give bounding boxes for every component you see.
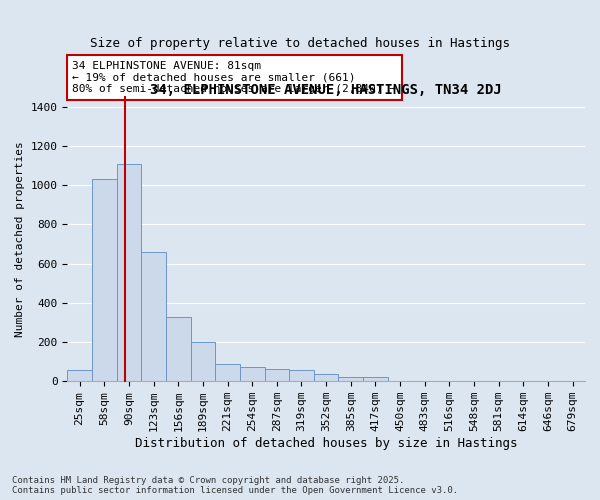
Bar bbox=[289, 370, 314, 381]
Bar bbox=[191, 342, 215, 381]
Bar bbox=[314, 374, 338, 381]
Bar bbox=[116, 164, 141, 381]
Bar bbox=[166, 316, 191, 381]
Bar bbox=[67, 370, 92, 381]
Bar bbox=[215, 364, 240, 381]
Text: 34 ELPHINSTONE AVENUE: 81sqm
← 19% of detached houses are smaller (661)
80% of s: 34 ELPHINSTONE AVENUE: 81sqm ← 19% of de… bbox=[73, 61, 397, 94]
Bar bbox=[265, 370, 289, 381]
Text: Contains HM Land Registry data © Crown copyright and database right 2025.
Contai: Contains HM Land Registry data © Crown c… bbox=[12, 476, 458, 495]
Bar bbox=[240, 366, 265, 381]
Bar bbox=[92, 180, 116, 381]
Text: Size of property relative to detached houses in Hastings: Size of property relative to detached ho… bbox=[90, 38, 510, 51]
Y-axis label: Number of detached properties: Number of detached properties bbox=[15, 142, 25, 337]
Title: 34, ELPHINSTONE AVENUE, HASTINGS, TN34 2DJ: 34, ELPHINSTONE AVENUE, HASTINGS, TN34 2… bbox=[150, 83, 502, 97]
Bar bbox=[363, 378, 388, 381]
Bar bbox=[338, 378, 363, 381]
Bar bbox=[141, 252, 166, 381]
X-axis label: Distribution of detached houses by size in Hastings: Distribution of detached houses by size … bbox=[135, 437, 517, 450]
